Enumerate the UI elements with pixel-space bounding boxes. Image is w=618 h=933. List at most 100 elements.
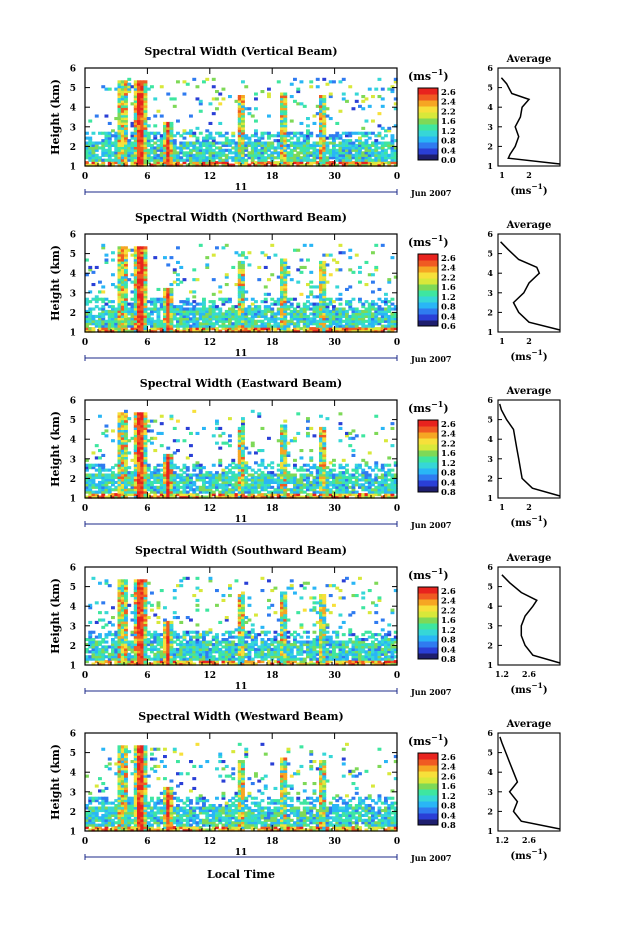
heatmap-cell	[105, 254, 109, 257]
heatmap-cell	[222, 88, 226, 91]
heatmap-cell	[248, 451, 252, 454]
heatmap-cell	[313, 434, 317, 437]
heatmap-cell	[283, 420, 287, 423]
heatmap-cell	[228, 417, 232, 420]
heatmap-cell	[244, 461, 248, 464]
y-tick-label: 2	[70, 309, 76, 319]
heatmap-cell	[355, 254, 359, 257]
heatmap-cell	[124, 410, 128, 413]
colorbar-segment	[418, 254, 438, 261]
heatmap-cell	[105, 259, 109, 262]
heatmap-cell	[368, 137, 372, 140]
avg-y-tick-label: 6	[487, 229, 493, 239]
heatmap-cell	[313, 122, 317, 125]
heatmap-cell	[98, 582, 102, 585]
heatmap-cell	[218, 290, 222, 293]
heatmap-cell	[381, 88, 385, 91]
heatmap-cell	[365, 120, 369, 123]
heatmap-cells	[85, 577, 398, 666]
heatmap-cell	[101, 290, 105, 293]
heatmap-cell	[205, 263, 209, 266]
heatmap-cell	[287, 271, 291, 274]
heatmap-cell	[296, 412, 300, 415]
x-tick-label: 30	[328, 504, 341, 514]
heatmap-cell	[212, 278, 216, 281]
heatmap-cell	[225, 283, 229, 286]
x-tick-label: 30	[328, 338, 341, 348]
heatmap-cell	[192, 295, 196, 298]
heatmap-cell	[348, 256, 352, 259]
heatmap-cell	[339, 412, 343, 415]
heatmap-cell	[316, 78, 320, 81]
heatmap-cell	[345, 100, 349, 103]
heatmap-cell	[186, 427, 190, 430]
heatmap-cell	[365, 461, 369, 464]
heatmap-cell	[306, 432, 310, 435]
colorbar-tick-label: 2.2	[441, 439, 456, 449]
heatmap-cell	[95, 444, 99, 447]
avg-y-tick-label: 1	[487, 327, 493, 337]
y-tick-label: 2	[70, 143, 76, 153]
heatmap-cell	[101, 285, 105, 288]
colorbar-segment	[418, 100, 438, 107]
heatmap-cell	[222, 97, 226, 100]
avg-y-tick-label: 5	[487, 83, 493, 93]
heatmap-cell	[209, 102, 213, 105]
avg-x-tick-label: 1	[499, 336, 505, 346]
y-tick-label: 1	[70, 329, 76, 339]
heatmap-cell	[332, 459, 336, 462]
heatmap-cell	[381, 97, 385, 100]
heatmap-cell	[241, 417, 245, 420]
heatmap-cell	[345, 469, 349, 472]
colorbar-unit: (ms−1)	[408, 399, 449, 415]
heatmap-cell	[293, 298, 297, 301]
colorbar-tick-label: 1.2	[441, 127, 456, 137]
unit-base: (ms	[510, 352, 531, 363]
avg-x-tick-label: 2	[526, 502, 532, 512]
heatmap-cell	[348, 249, 352, 252]
heatmap-cell	[176, 80, 180, 83]
colorbar-segment	[418, 420, 438, 427]
heatmap-cell	[176, 420, 180, 423]
colorbar-segment	[418, 426, 438, 433]
colorbar-tick-label: 1.6	[441, 449, 456, 459]
heatmap-cell	[381, 427, 385, 430]
heatmap-cell	[170, 288, 174, 291]
colorbar-tick-label: 0.4	[441, 312, 456, 322]
colorbar-tick-label: 0.8	[441, 137, 456, 147]
heatmap-cell	[192, 268, 196, 271]
colorbar-tick-label: 0.4	[441, 146, 456, 156]
heatmap-cell	[153, 420, 157, 423]
y-axis-label: Height (km)	[49, 245, 62, 321]
y-tick-label: 3	[70, 289, 76, 299]
unit-exp: −1	[531, 514, 543, 523]
heatmap-cell	[348, 285, 352, 288]
heatmap-cell	[111, 439, 115, 442]
heatmap-cell	[98, 633, 102, 636]
date-label: Jun 2007	[410, 520, 451, 530]
heatmap-cell	[384, 439, 388, 442]
colorbar-segment	[418, 260, 438, 267]
heatmap-cell	[254, 300, 258, 303]
colorbar-segment	[418, 462, 438, 469]
heatmap-cell	[98, 415, 102, 418]
heatmap-cell	[153, 256, 157, 259]
heatmap-cell	[352, 454, 356, 457]
heatmap-cell	[92, 631, 96, 634]
heatmap-cell	[170, 122, 174, 125]
heatmap-cell	[163, 256, 167, 259]
heatmap-cell	[322, 427, 326, 430]
heatmap-cell	[160, 415, 164, 418]
heatmap-cell	[254, 129, 258, 132]
heatmap-cell	[378, 78, 382, 81]
heatmap-cell	[287, 451, 291, 454]
heatmap-cell	[254, 107, 258, 110]
heatmap-cell	[352, 298, 356, 301]
heatmap-cell	[303, 244, 307, 247]
average-unit: (ms−1)	[510, 348, 547, 363]
colorbar-unit: (ms−1)	[408, 233, 449, 249]
heatmap-cell	[218, 285, 222, 288]
heatmap-cell	[108, 122, 112, 125]
heatmap-cell	[215, 442, 219, 445]
heatmap-cell	[225, 132, 229, 135]
